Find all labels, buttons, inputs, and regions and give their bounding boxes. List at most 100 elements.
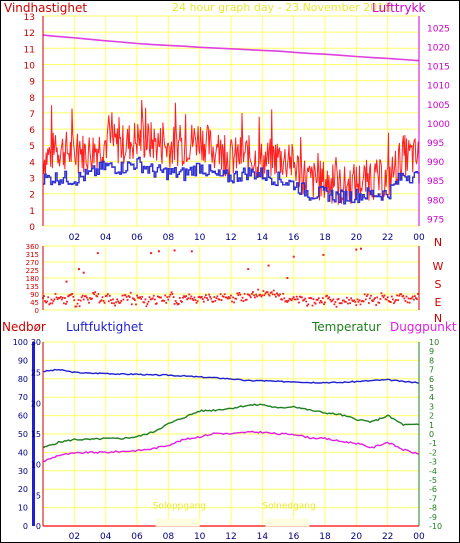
wind-direction-point [339,302,342,305]
wind-direction-point [300,296,302,299]
wind-direction-point [51,302,54,305]
temperature-tick-label: 2 [429,412,434,421]
wind-direction-point [401,295,404,298]
wind-direction-point [152,294,155,297]
wind-direction-point [210,297,213,300]
wind-direction-point [84,295,87,297]
pressure-tick-label: 990 [427,158,444,168]
wind-direction-point [135,303,137,306]
wind-direction-point [119,301,122,304]
wind-direction-point [316,299,319,301]
wind-direction-point [235,297,238,300]
wind-direction-point [323,303,325,306]
wind-direction-point [410,297,413,300]
x-tick-label: 16 [288,233,300,243]
wind-direction-point [70,293,73,296]
temperature-tick-label: -7 [429,494,437,503]
x-tick-label: 18 [319,233,331,243]
wind-direction-point [172,296,175,298]
wind-direction-point [291,297,294,300]
wind-direction-point [247,293,250,296]
wind-direction-point [136,294,138,297]
wind-direction-point [86,296,88,299]
wind-direction-point [149,298,152,301]
wind-direction-point [260,295,263,298]
wind-direction-point [66,300,68,303]
wind-direction-point [173,303,176,305]
wind-direction-point [371,299,373,302]
wind-direction-point [118,302,121,304]
wind-direction-point [162,299,164,302]
wind-direction-point [115,301,117,304]
wind-direction-point [412,298,415,301]
wind-direction-point [72,295,75,298]
wind-direction-point [286,301,289,303]
wind-direction-point [189,297,192,300]
wind-direction-point [148,296,151,299]
wind-direction-point [49,302,52,305]
wind-direction-point [342,299,345,302]
wind-direction-point [158,296,160,298]
wind-direction-point [171,293,174,295]
wind-direction-point [123,294,126,297]
wind-direction-point [216,295,219,298]
x-tick-label: 06 [131,532,143,542]
wind-direction-point [82,298,85,301]
wind-direction-point [246,293,249,296]
wind-direction-point [345,300,347,303]
precip-label: Nedbør [2,320,46,334]
wind-direction-point [78,268,80,271]
wind-direction-point [114,304,116,307]
wind-tick-label: 6 [29,126,35,136]
wind-direction-point [103,301,106,304]
wind-direction-point [101,296,104,299]
wind-direction-point [376,296,379,299]
wind-direction-point [197,296,200,299]
wind-direction-point [44,300,46,302]
wind-direction-point [239,293,242,296]
wind-direction-point [140,298,143,300]
wind-direction-point [47,296,50,299]
wind-direction-point [45,301,47,304]
wind-direction-point [248,294,251,297]
wind-direction-point [415,297,417,299]
chart-title: 24 hour graph day - 23.November 2018 [172,1,391,14]
wind-gust-line [42,99,420,205]
humidity-tick-label: 20 [31,399,41,408]
humidity-line [42,368,420,384]
pressure-tick-label: 1010 [427,82,450,92]
wind-direction-point [365,295,368,297]
x-tick-label: 08 [163,233,175,243]
sun-annotation: Soloppgang [153,502,206,512]
wind-direction-point [309,297,312,299]
wind-direction-point [366,293,369,296]
wind-direction-point [191,298,194,300]
wind-direction-point [195,301,198,304]
panel1-series [42,34,420,205]
temperature-tick-label: -2 [429,448,437,457]
wind-direction-point [293,298,296,301]
wind-direction-point [146,303,149,305]
compass-label: W [433,260,444,273]
wind-direction-point [217,298,220,301]
wind-direction-point [77,299,80,301]
wind-direction-point [243,293,246,295]
wind-direction-point [264,292,267,295]
wind-direction-point [59,296,62,298]
wind-direction-point [209,295,211,298]
wind-tick-label: 9 [29,78,35,88]
wind-direction-point [71,293,74,295]
temperature-tick-label: -1 [429,439,437,448]
wind-direction-point [150,298,153,301]
wind-direction-point [100,299,103,302]
wind-direction-point [168,295,171,298]
wind-direction-point [329,298,332,301]
wind-direction-point [271,293,274,296]
wind-direction-point [65,280,68,283]
wind-direction-point [73,299,76,302]
wind-direction-point [167,298,170,301]
pressure-tick-label: 1025 [427,24,450,34]
precip-tick-label: 30 [18,467,28,476]
